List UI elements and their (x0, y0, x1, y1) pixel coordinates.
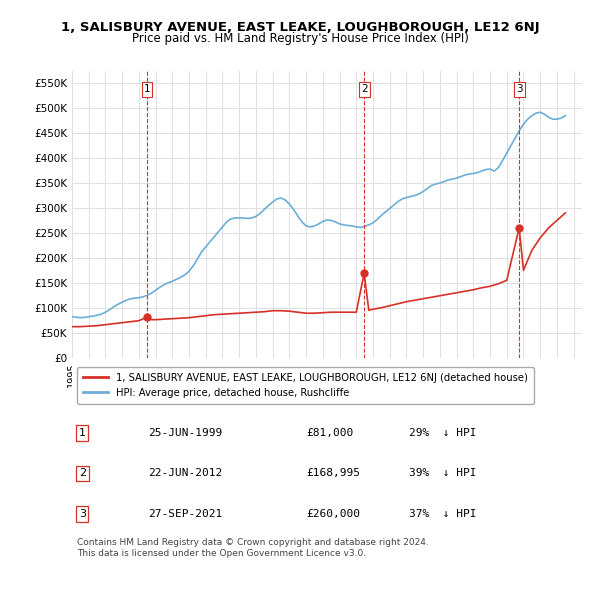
Text: 39%  ↓ HPI: 39% ↓ HPI (409, 468, 476, 478)
Text: Price paid vs. HM Land Registry's House Price Index (HPI): Price paid vs. HM Land Registry's House … (131, 32, 469, 45)
Text: £81,000: £81,000 (307, 428, 354, 438)
Text: 2: 2 (79, 468, 86, 478)
Text: Contains HM Land Registry data © Crown copyright and database right 2024.
This d: Contains HM Land Registry data © Crown c… (77, 539, 429, 558)
Text: 1: 1 (79, 428, 86, 438)
Text: 29%  ↓ HPI: 29% ↓ HPI (409, 428, 476, 438)
Text: 3: 3 (516, 84, 523, 94)
Text: 2: 2 (361, 84, 367, 94)
Text: 1: 1 (143, 84, 150, 94)
Text: 25-JUN-1999: 25-JUN-1999 (149, 428, 223, 438)
Text: £168,995: £168,995 (307, 468, 361, 478)
Text: 3: 3 (79, 509, 86, 519)
Text: 22-JUN-2012: 22-JUN-2012 (149, 468, 223, 478)
Text: 1, SALISBURY AVENUE, EAST LEAKE, LOUGHBOROUGH, LE12 6NJ: 1, SALISBURY AVENUE, EAST LEAKE, LOUGHBO… (61, 21, 539, 34)
Text: 37%  ↓ HPI: 37% ↓ HPI (409, 509, 476, 519)
Text: 27-SEP-2021: 27-SEP-2021 (149, 509, 223, 519)
Text: £260,000: £260,000 (307, 509, 361, 519)
Legend: 1, SALISBURY AVENUE, EAST LEAKE, LOUGHBOROUGH, LE12 6NJ (detached house), HPI: A: 1, SALISBURY AVENUE, EAST LEAKE, LOUGHBO… (77, 366, 534, 404)
